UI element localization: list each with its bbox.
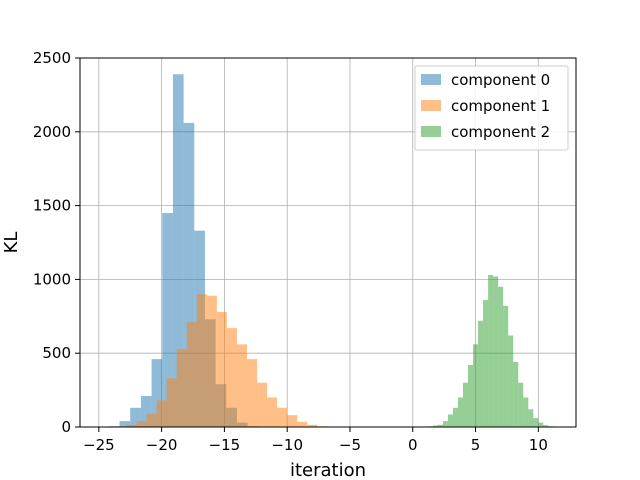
histogram-bar <box>162 212 173 427</box>
x-tick-label: 10 <box>529 436 548 454</box>
histogram-bar <box>447 414 453 427</box>
histogram-bar <box>226 328 237 427</box>
histogram-bar <box>130 407 141 427</box>
histogram-bar <box>442 421 448 427</box>
y-tick-label: 2000 <box>33 123 71 141</box>
histogram-bar <box>151 359 163 427</box>
histogram-bar <box>156 400 167 427</box>
series-1 <box>116 294 328 427</box>
histogram-bar <box>457 397 463 427</box>
histogram-bar <box>533 418 539 427</box>
histogram-bar <box>508 335 514 427</box>
x-tick-label: −5 <box>339 436 361 454</box>
bars <box>108 74 554 428</box>
plot-frame <box>79 57 577 428</box>
histogram-bar <box>136 421 147 427</box>
histogram-bar <box>513 362 519 427</box>
histogram-bar <box>277 407 288 427</box>
series-2 <box>427 274 554 427</box>
histogram-bar <box>247 359 258 427</box>
histogram-bar <box>437 424 443 427</box>
histogram-bar <box>172 74 184 428</box>
histogram-bar <box>257 382 268 427</box>
histogram-bar <box>287 415 298 427</box>
x-tick-label: −15 <box>209 436 241 454</box>
histogram-bar <box>523 397 529 427</box>
histogram-bar <box>307 424 318 427</box>
legend-swatch <box>421 126 441 137</box>
histogram-bar <box>432 425 438 427</box>
x-tick-label: 5 <box>471 436 481 454</box>
histogram-bar <box>186 322 197 427</box>
legend-label: component 1 <box>451 97 550 115</box>
histogram-bar <box>478 320 484 427</box>
x-axis-ticks: −25 −20 −15 −10 −5 0 5 10 <box>83 427 548 454</box>
histogram-bar <box>206 295 217 427</box>
x-tick-label: 0 <box>408 436 418 454</box>
histogram-bar <box>146 413 157 427</box>
histogram-bar <box>488 274 494 427</box>
y-tick-label: 1000 <box>33 270 71 288</box>
histogram-bar <box>518 382 524 427</box>
legend: component 0 component 1 component 2 <box>414 65 569 151</box>
legend-swatch <box>421 74 441 85</box>
histogram-bar <box>452 407 458 427</box>
legend-box <box>414 65 569 151</box>
histogram-bar <box>483 300 489 427</box>
legend-label: component 2 <box>451 123 550 141</box>
y-tick-label: 1500 <box>33 197 71 215</box>
y-axis-label: KL <box>1 232 22 254</box>
x-tick-label: −20 <box>146 436 178 454</box>
y-axis-ticks: 0 500 1000 1500 2000 2500 <box>33 49 80 436</box>
histogram-bar <box>297 421 308 427</box>
histogram-bar <box>528 409 534 427</box>
histogram-bar <box>196 294 207 427</box>
legend-label: component 0 <box>451 71 550 89</box>
histogram-bar <box>236 344 248 427</box>
histogram-bar <box>126 424 137 427</box>
y-tick-label: 0 <box>61 418 71 436</box>
x-tick-label: −10 <box>271 436 303 454</box>
histogram-bar <box>468 365 474 427</box>
x-axis-label: iteration <box>290 460 366 480</box>
histogram-bar <box>473 344 479 427</box>
histogram-bar <box>503 305 509 427</box>
y-tick-label: 500 <box>42 344 71 362</box>
histogram-bar <box>498 286 504 427</box>
histogram-bar <box>183 122 195 427</box>
histogram-bar <box>462 382 469 427</box>
histogram-bar <box>166 378 177 427</box>
histogram-bar <box>538 422 544 427</box>
x-tick-label: −25 <box>83 436 115 454</box>
histogram-bar <box>119 421 131 427</box>
legend-swatch <box>421 100 441 111</box>
histogram-bar <box>176 348 187 427</box>
histogram-bar <box>140 396 152 427</box>
histogram-bar <box>216 311 227 427</box>
histogram-bar <box>543 425 549 427</box>
histogram-bar <box>267 397 278 427</box>
histogram-bar <box>493 276 499 427</box>
y-tick-label: 2500 <box>33 49 71 67</box>
